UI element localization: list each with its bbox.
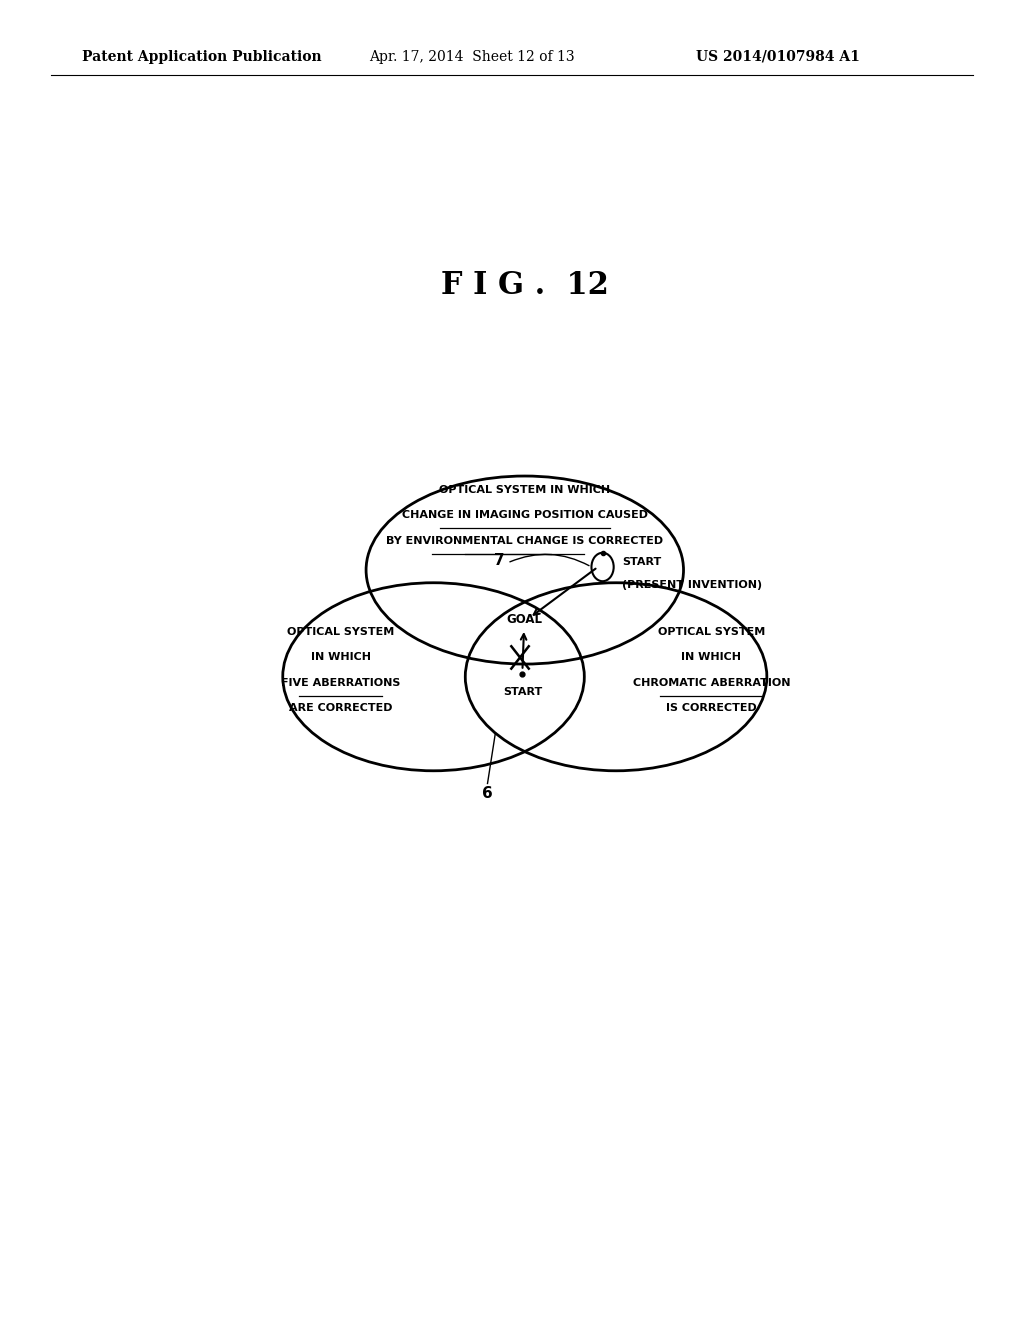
Text: ARE CORRECTED: ARE CORRECTED: [289, 704, 392, 713]
Text: US 2014/0107984 A1: US 2014/0107984 A1: [696, 50, 860, 63]
Text: BY ENVIRONMENTAL CHANGE IS CORRECTED: BY ENVIRONMENTAL CHANGE IS CORRECTED: [386, 536, 664, 545]
Text: (PRESENT INVENTION): (PRESENT INVENTION): [623, 581, 763, 590]
Text: Patent Application Publication: Patent Application Publication: [82, 50, 322, 63]
Text: CHROMATIC ABERRATION: CHROMATIC ABERRATION: [633, 678, 791, 688]
Text: IN WHICH: IN WHICH: [310, 652, 371, 663]
Text: OPTICAL SYSTEM IN WHICH: OPTICAL SYSTEM IN WHICH: [439, 484, 610, 495]
Text: 6: 6: [482, 787, 493, 801]
Text: FIVE ABERRATIONS: FIVE ABERRATIONS: [281, 678, 400, 688]
Text: CHANGE IN IMAGING POSITION CAUSED: CHANGE IN IMAGING POSITION CAUSED: [401, 510, 648, 520]
Text: GOAL: GOAL: [507, 614, 543, 627]
Text: START: START: [623, 557, 662, 566]
Text: F I G .  12: F I G . 12: [441, 271, 608, 301]
Text: OPTICAL SYSTEM: OPTICAL SYSTEM: [287, 627, 394, 638]
Text: IN WHICH: IN WHICH: [681, 652, 741, 663]
Text: 7: 7: [495, 553, 505, 569]
Text: IS CORRECTED: IS CORRECTED: [666, 704, 757, 713]
Text: OPTICAL SYSTEM: OPTICAL SYSTEM: [657, 627, 765, 638]
Text: START: START: [503, 686, 542, 697]
Text: Apr. 17, 2014  Sheet 12 of 13: Apr. 17, 2014 Sheet 12 of 13: [369, 50, 574, 63]
